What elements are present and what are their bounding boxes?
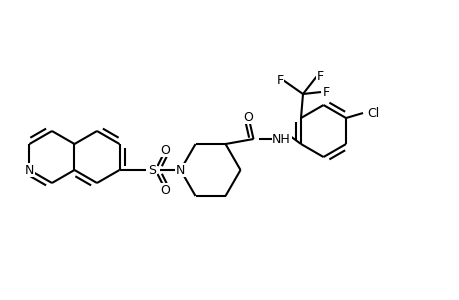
Text: F: F [322,85,329,98]
Text: F: F [276,74,283,86]
Text: F: F [316,70,323,83]
Text: O: O [160,143,170,157]
Text: Cl: Cl [366,106,378,119]
Text: O: O [160,184,170,196]
Text: O: O [243,110,253,124]
Text: N: N [25,164,34,176]
Text: S: S [148,164,156,176]
Text: NH: NH [272,133,290,146]
Text: N: N [175,164,185,176]
